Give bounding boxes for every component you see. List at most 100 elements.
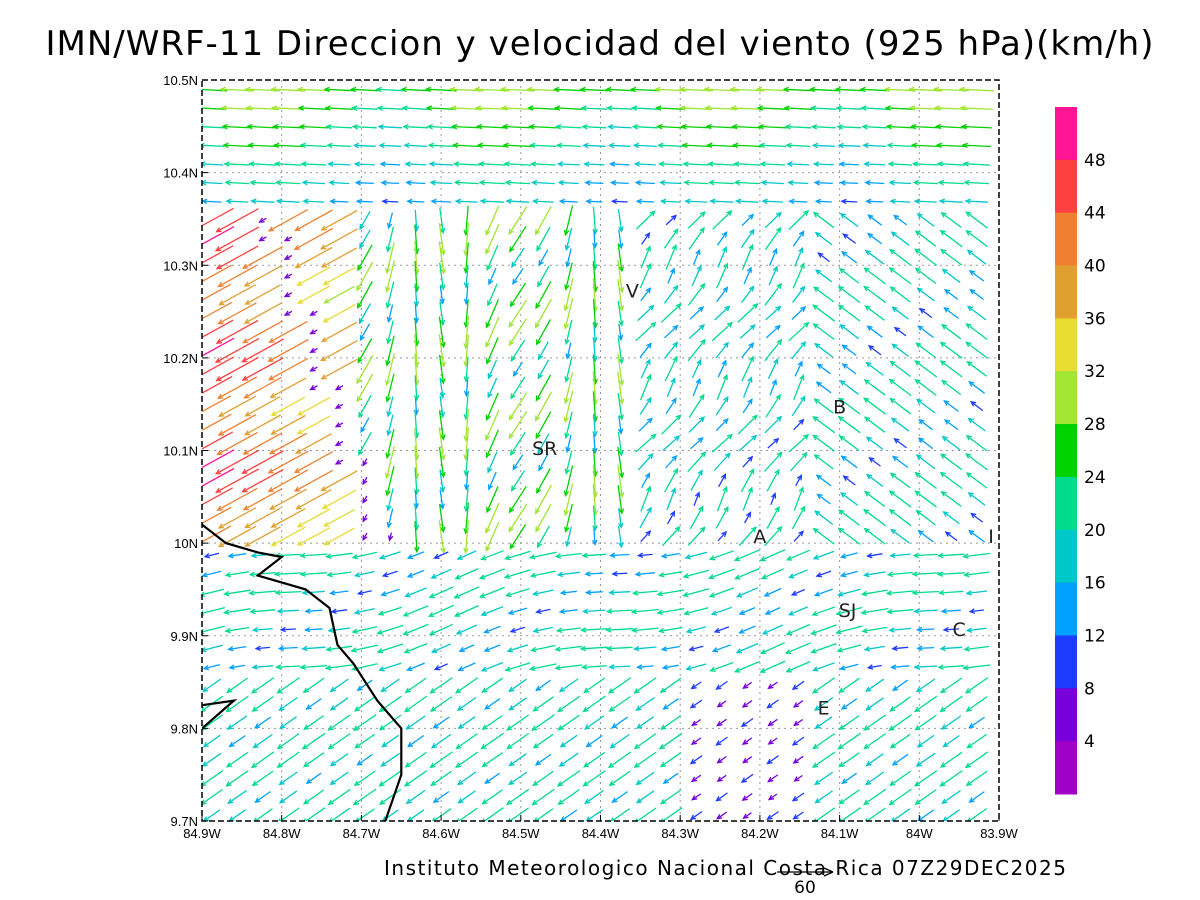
wind-vector bbox=[269, 432, 308, 455]
wind-vector-head bbox=[440, 526, 446, 533]
wind-vector bbox=[536, 468, 551, 494]
wind-vector bbox=[659, 571, 683, 577]
wind-vector bbox=[839, 715, 860, 730]
wind-vector-head bbox=[202, 741, 209, 748]
wind-vector-head bbox=[932, 86, 940, 93]
wind-vector-head bbox=[773, 437, 780, 444]
wind-vector bbox=[279, 646, 298, 650]
wind-vector bbox=[918, 325, 934, 339]
wind-vector-head bbox=[633, 743, 641, 750]
wind-vector bbox=[219, 284, 256, 306]
wind-vector-head bbox=[249, 608, 256, 615]
wind-vector-head bbox=[888, 179, 895, 186]
wind-vector-head bbox=[633, 688, 640, 694]
wind-vector bbox=[862, 125, 888, 129]
wind-vector-head bbox=[724, 452, 731, 459]
wind-vector-head bbox=[592, 242, 598, 249]
wind-vector-head bbox=[937, 664, 944, 670]
wind-vector-head bbox=[584, 571, 591, 577]
wind-vector-head bbox=[630, 105, 638, 111]
wind-vector-head bbox=[808, 86, 816, 93]
wind-vector bbox=[660, 752, 682, 768]
wind-vector bbox=[892, 455, 909, 469]
wind-vector-head bbox=[244, 411, 251, 417]
wind-vector bbox=[783, 88, 814, 92]
wind-vector bbox=[817, 363, 831, 375]
wind-vector-head bbox=[309, 347, 316, 354]
wind-vector-head bbox=[840, 455, 847, 462]
wind-vector bbox=[561, 590, 577, 594]
wind-vector-head bbox=[251, 706, 258, 712]
y-tick-label: 9.8N bbox=[171, 721, 198, 736]
wind-vector bbox=[592, 298, 597, 328]
wind-vector-head bbox=[222, 142, 229, 149]
wind-vector bbox=[966, 230, 988, 248]
wind-vector bbox=[322, 489, 357, 509]
wind-vector-head bbox=[413, 502, 420, 510]
wind-vector bbox=[251, 200, 275, 203]
wind-vector-head bbox=[485, 527, 491, 534]
wind-vector-head bbox=[835, 629, 842, 635]
wind-vector-head bbox=[699, 416, 706, 423]
wind-vector bbox=[481, 550, 504, 560]
colorbar-label: 24 bbox=[1084, 468, 1106, 488]
wind-vector-head bbox=[353, 706, 361, 712]
wind-vector-head bbox=[943, 419, 951, 425]
wind-vector bbox=[610, 163, 630, 166]
wind-vector bbox=[533, 200, 554, 203]
wind-vector-head bbox=[480, 743, 487, 750]
wind-vector bbox=[612, 200, 628, 203]
x-tick-label: 84.9W bbox=[183, 826, 221, 841]
wind-vector bbox=[538, 249, 549, 266]
wind-vector bbox=[252, 770, 274, 786]
wind-vector bbox=[864, 286, 886, 304]
wind-vector bbox=[401, 88, 431, 92]
wind-vector bbox=[581, 627, 608, 631]
wind-vector bbox=[786, 144, 811, 148]
wind-vector-head bbox=[838, 724, 845, 731]
wind-vector bbox=[502, 125, 534, 129]
wind-vector bbox=[640, 486, 651, 512]
wind-vector bbox=[966, 211, 988, 229]
wind-vector bbox=[530, 144, 557, 148]
wind-vector-head bbox=[508, 414, 515, 421]
wind-vector-head bbox=[267, 468, 274, 474]
wind-vector-head bbox=[650, 321, 657, 328]
wind-vector bbox=[276, 181, 301, 185]
wind-vector bbox=[438, 316, 445, 347]
wind-vector bbox=[940, 200, 963, 203]
wind-vector-head bbox=[219, 86, 226, 93]
wind-vector bbox=[438, 334, 445, 367]
wind-vector bbox=[503, 144, 533, 148]
wind-vector-head bbox=[330, 608, 337, 615]
wind-vector-head bbox=[508, 760, 515, 767]
wind-vector-head bbox=[967, 817, 973, 821]
wind-vector-head bbox=[861, 627, 868, 634]
wind-vector bbox=[687, 283, 706, 306]
wind-vector-head bbox=[607, 688, 615, 694]
wind-vector bbox=[457, 696, 477, 711]
wind-vector bbox=[812, 125, 836, 129]
wind-vector bbox=[414, 209, 418, 231]
wind-vector bbox=[641, 232, 650, 245]
wind-vector-head bbox=[813, 180, 821, 186]
wind-vector-head bbox=[912, 179, 920, 186]
wind-vector bbox=[617, 300, 623, 326]
y-tick-label: 10.1N bbox=[163, 444, 198, 459]
wind-vector bbox=[565, 319, 573, 344]
wind-vector-head bbox=[271, 105, 278, 111]
wind-vector bbox=[966, 590, 988, 595]
wind-vector-head bbox=[250, 552, 258, 559]
wind-vector-head bbox=[814, 723, 821, 730]
wind-vector-head bbox=[696, 264, 702, 272]
wind-vector-head bbox=[327, 799, 334, 806]
wind-vector bbox=[610, 553, 630, 557]
wind-vector-head bbox=[837, 591, 844, 597]
wind-vector bbox=[427, 107, 456, 110]
wind-vector-head bbox=[532, 743, 539, 749]
wind-vector bbox=[640, 246, 651, 269]
wind-vector-head bbox=[661, 664, 669, 670]
wind-vector bbox=[275, 163, 302, 166]
wind-vector bbox=[508, 503, 528, 532]
wind-vector bbox=[815, 588, 833, 596]
